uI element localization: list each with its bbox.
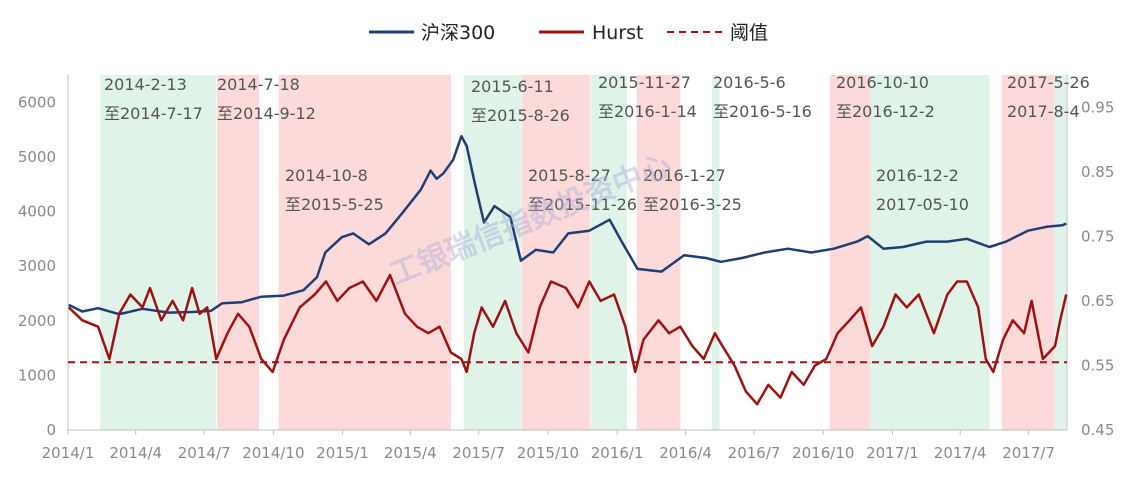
band-end-label: 至2016-5-16 bbox=[713, 102, 812, 121]
band-labels: 2014-2-13 至2014-7-17 2014-7-18 至2014-9-12 20… bbox=[104, 73, 1090, 214]
hs300-line bbox=[68, 134, 1067, 316]
axes bbox=[67, 75, 1068, 431]
tick-labels: 0 1000 2000 3000 4000 5000 6000 0.45 0.55 0.65 0.7… bbox=[18, 93, 1115, 462]
regime-band bbox=[1001, 75, 1055, 430]
series-lines bbox=[67, 134, 1068, 406]
y-left-tick-label: 2000 bbox=[18, 312, 56, 330]
band-start-label: 2015-6-11 bbox=[471, 77, 554, 96]
x-tick-label: 2015/4 bbox=[384, 444, 437, 462]
band-start-label: 2017-5-26 bbox=[1007, 73, 1090, 92]
band-end-label: 至2016-12-2 bbox=[836, 102, 935, 121]
band-start-label: 2016-5-6 bbox=[713, 73, 786, 92]
band-end-label: 至2015-8-26 bbox=[471, 106, 570, 125]
regime-band bbox=[463, 75, 521, 430]
band-start-label: 2016-1-27 bbox=[643, 166, 726, 185]
x-tick-label: 2017/1 bbox=[866, 444, 919, 462]
x-tick-label: 2014/7 bbox=[178, 444, 231, 462]
y-right-tick-label: 0.45 bbox=[1081, 421, 1114, 439]
regime-band bbox=[830, 75, 870, 430]
x-tick-label: 2016/1 bbox=[591, 444, 644, 462]
band-start-label: 2014-7-18 bbox=[217, 75, 300, 94]
regime-band bbox=[278, 75, 451, 430]
y-left-tick-label: 6000 bbox=[18, 93, 56, 111]
band-start-label: 2016-10-10 bbox=[836, 73, 929, 92]
regime-bands bbox=[100, 75, 1067, 430]
legend: 沪深300 Hurst 阈值 bbox=[369, 22, 768, 44]
band-end-label: 至2016-1-14 bbox=[598, 102, 697, 121]
y-left-tick-label: 0 bbox=[46, 421, 56, 439]
legend-hurst-label: Hurst bbox=[592, 22, 644, 44]
band-end-label: 至2014-9-12 bbox=[217, 104, 316, 123]
y-left-tick-label: 5000 bbox=[18, 148, 56, 166]
x-tick-label: 2016/10 bbox=[792, 444, 854, 462]
band-start-label: 2014-2-13 bbox=[104, 75, 187, 94]
regime-band bbox=[869, 75, 990, 430]
regime-band bbox=[590, 75, 627, 430]
band-start-label: 2014-10-8 bbox=[285, 166, 368, 185]
x-tick-label: 2017/7 bbox=[1002, 444, 1055, 462]
hurst-line bbox=[67, 273, 1068, 406]
x-tick-label: 2014/4 bbox=[109, 444, 162, 462]
y-right-tick-label: 0.75 bbox=[1081, 227, 1114, 245]
x-tick-label: 2014/1 bbox=[42, 444, 95, 462]
band-start-label: 2015-11-27 bbox=[598, 73, 691, 92]
regime-band bbox=[711, 75, 720, 430]
band-start-label: 2015-8-27 bbox=[528, 166, 611, 185]
y-right-tick-label: 0.55 bbox=[1081, 356, 1114, 374]
band-end-label: 至2015-11-26 bbox=[528, 195, 637, 214]
y-left-tick-label: 4000 bbox=[18, 203, 56, 221]
x-tick-label: 2015/7 bbox=[452, 444, 505, 462]
band-start-label: 2016-12-2 bbox=[876, 166, 959, 185]
regime-band bbox=[100, 75, 217, 430]
band-end-label: 2017-05-10 bbox=[876, 195, 969, 214]
band-end-label: 至2015-5-25 bbox=[285, 195, 384, 214]
legend-hs300-label: 沪深300 bbox=[421, 22, 495, 44]
regime-band bbox=[216, 75, 260, 430]
x-tick-label: 2015/1 bbox=[316, 444, 369, 462]
y-right-tick-label: 0.65 bbox=[1081, 292, 1114, 310]
x-tick-label: 2016/4 bbox=[659, 444, 712, 462]
y-right-tick-label: 0.85 bbox=[1081, 163, 1114, 181]
x-tick-label: 2015/10 bbox=[517, 444, 579, 462]
band-end-label: 至2016-3-25 bbox=[643, 195, 742, 214]
band-end-label: 至2014-7-17 bbox=[104, 104, 203, 123]
regime-band bbox=[1054, 75, 1067, 430]
y-left-tick-label: 1000 bbox=[18, 366, 56, 384]
x-tick-label: 2016/7 bbox=[728, 444, 781, 462]
band-end-label: 2017-8-4 bbox=[1007, 102, 1080, 121]
y-left-tick-label: 3000 bbox=[18, 257, 56, 275]
legend-threshold-label: 阈值 bbox=[730, 22, 768, 44]
x-tick-label: 2014/10 bbox=[242, 444, 304, 462]
regime-band bbox=[636, 75, 681, 430]
y-right-tick-label: 0.95 bbox=[1081, 98, 1114, 116]
x-tick-label: 2017/4 bbox=[934, 444, 987, 462]
